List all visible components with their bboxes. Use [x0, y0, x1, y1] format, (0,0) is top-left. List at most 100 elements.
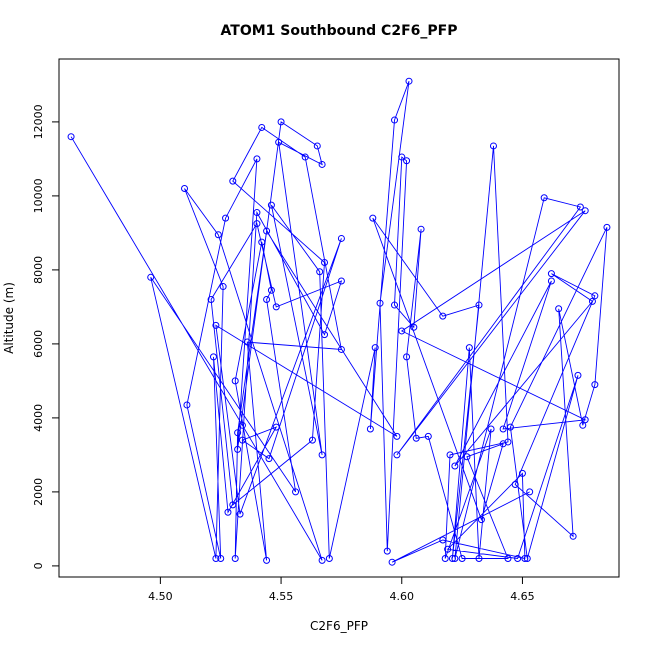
data-point — [207, 296, 215, 303]
data-point — [318, 451, 326, 459]
data-point — [234, 429, 242, 437]
data-point — [526, 488, 534, 496]
data-point — [292, 488, 300, 496]
data-point — [581, 207, 589, 215]
data-point — [448, 555, 456, 562]
data-point — [603, 223, 611, 231]
data-point — [183, 401, 191, 409]
data-point — [231, 555, 239, 562]
data-point — [574, 371, 582, 379]
data-point — [383, 547, 391, 555]
data-point — [475, 301, 483, 309]
data-point — [487, 425, 495, 433]
series-line — [70, 81, 608, 563]
data-point — [212, 321, 220, 329]
data-point — [540, 194, 548, 202]
data-point — [439, 312, 447, 320]
data-point — [318, 160, 326, 168]
data-point — [321, 259, 329, 266]
data-point — [581, 416, 589, 424]
data-point — [393, 432, 401, 440]
data-point — [229, 177, 237, 185]
data-point — [222, 214, 230, 222]
data-point — [277, 118, 285, 126]
data-point — [475, 555, 483, 562]
x-tick-label: 4.50 — [148, 590, 173, 603]
data-point — [410, 323, 418, 331]
data-point — [265, 455, 273, 463]
data-point — [518, 469, 526, 477]
y-tick-label: 4000 — [32, 404, 45, 432]
data-point — [403, 157, 411, 165]
data-point — [337, 277, 345, 285]
data-point — [579, 421, 587, 429]
data-point — [458, 555, 466, 562]
data-point — [403, 353, 411, 361]
data-point — [547, 270, 555, 278]
data-point — [238, 421, 246, 429]
data-point — [393, 451, 401, 459]
data-point — [219, 283, 227, 291]
data-point — [217, 555, 225, 562]
data-point — [391, 301, 399, 309]
data-point — [275, 138, 283, 146]
data-point — [224, 508, 232, 516]
data-point — [388, 558, 396, 566]
data-point — [267, 201, 275, 209]
data-point — [263, 556, 271, 564]
data-point — [547, 277, 555, 285]
data-point — [444, 545, 452, 553]
data-point — [212, 555, 220, 562]
x-tick-label: 4.60 — [390, 590, 415, 603]
data-point — [499, 425, 507, 433]
data-point — [238, 436, 246, 444]
data-point — [523, 555, 531, 562]
y-tick-label: 8000 — [32, 256, 45, 284]
data-point — [405, 77, 413, 85]
data-point — [313, 142, 321, 150]
data-point — [555, 305, 563, 313]
data-point — [272, 423, 280, 431]
data-point — [267, 286, 275, 294]
data-point — [446, 451, 454, 459]
data-point — [424, 432, 432, 440]
data-point — [253, 155, 261, 163]
data-point — [576, 203, 584, 211]
data-point — [214, 231, 222, 239]
data-point — [511, 481, 519, 488]
data-point — [588, 297, 596, 305]
data-point — [258, 123, 266, 131]
data-point — [209, 353, 217, 361]
x-tick-label: 4.55 — [269, 590, 294, 603]
x-tick-label: 4.65 — [510, 590, 535, 603]
data-point — [412, 434, 420, 442]
x-axis-label: C2F6_PFP — [310, 619, 368, 633]
data-point — [316, 268, 324, 276]
data-point — [258, 238, 266, 246]
y-tick-label: 0 — [32, 562, 45, 569]
data-point — [463, 453, 471, 461]
x-axis: 4.50 4.55 4.60 4.65 — [148, 576, 535, 603]
data-point — [521, 555, 529, 562]
data-point — [376, 299, 384, 307]
data-point — [369, 214, 377, 222]
data-point — [504, 555, 512, 562]
data-point — [591, 381, 599, 389]
data-point — [477, 516, 485, 524]
data-point — [398, 153, 406, 161]
data-point — [391, 116, 399, 124]
data-point — [591, 292, 599, 300]
data-point — [253, 209, 261, 217]
data-point — [514, 555, 522, 562]
y-tick-label: 6000 — [32, 330, 45, 358]
data-point — [253, 220, 261, 228]
data-point — [371, 344, 379, 352]
y-tick-label: 12000 — [32, 104, 45, 139]
data-point — [231, 377, 239, 385]
data-point — [181, 185, 189, 192]
data-point — [451, 555, 459, 562]
data-point — [308, 436, 316, 444]
data-point — [243, 338, 251, 346]
data-point — [366, 425, 374, 433]
